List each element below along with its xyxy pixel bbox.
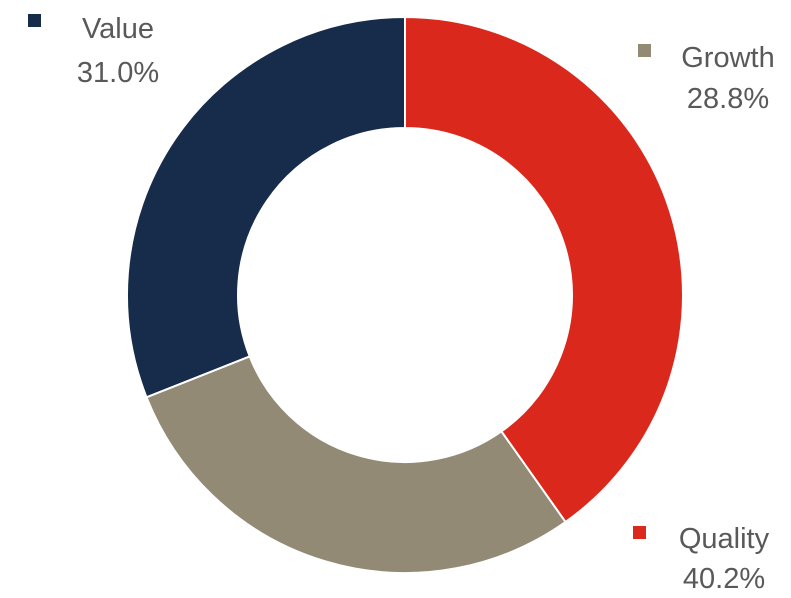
value-label-value: 31.0% — [77, 57, 159, 89]
value-label-quality: 40.2% — [683, 563, 765, 593]
slice-growth — [145, 355, 567, 574]
legend-marker-growth — [638, 44, 651, 57]
labels: Value 31.0% Growth 28.8% Quality 40.2% — [28, 13, 775, 595]
category-label-growth: Growth — [681, 42, 774, 74]
slice-value — [126, 15, 406, 399]
legend-marker-value — [28, 14, 41, 27]
category-label-quality: Quality — [679, 523, 770, 555]
slice-quality — [404, 15, 684, 524]
value-label-growth: 28.8% — [687, 83, 769, 115]
legend-marker-quality — [633, 526, 646, 539]
slices — [126, 15, 684, 574]
category-label-value: Value — [82, 13, 154, 45]
